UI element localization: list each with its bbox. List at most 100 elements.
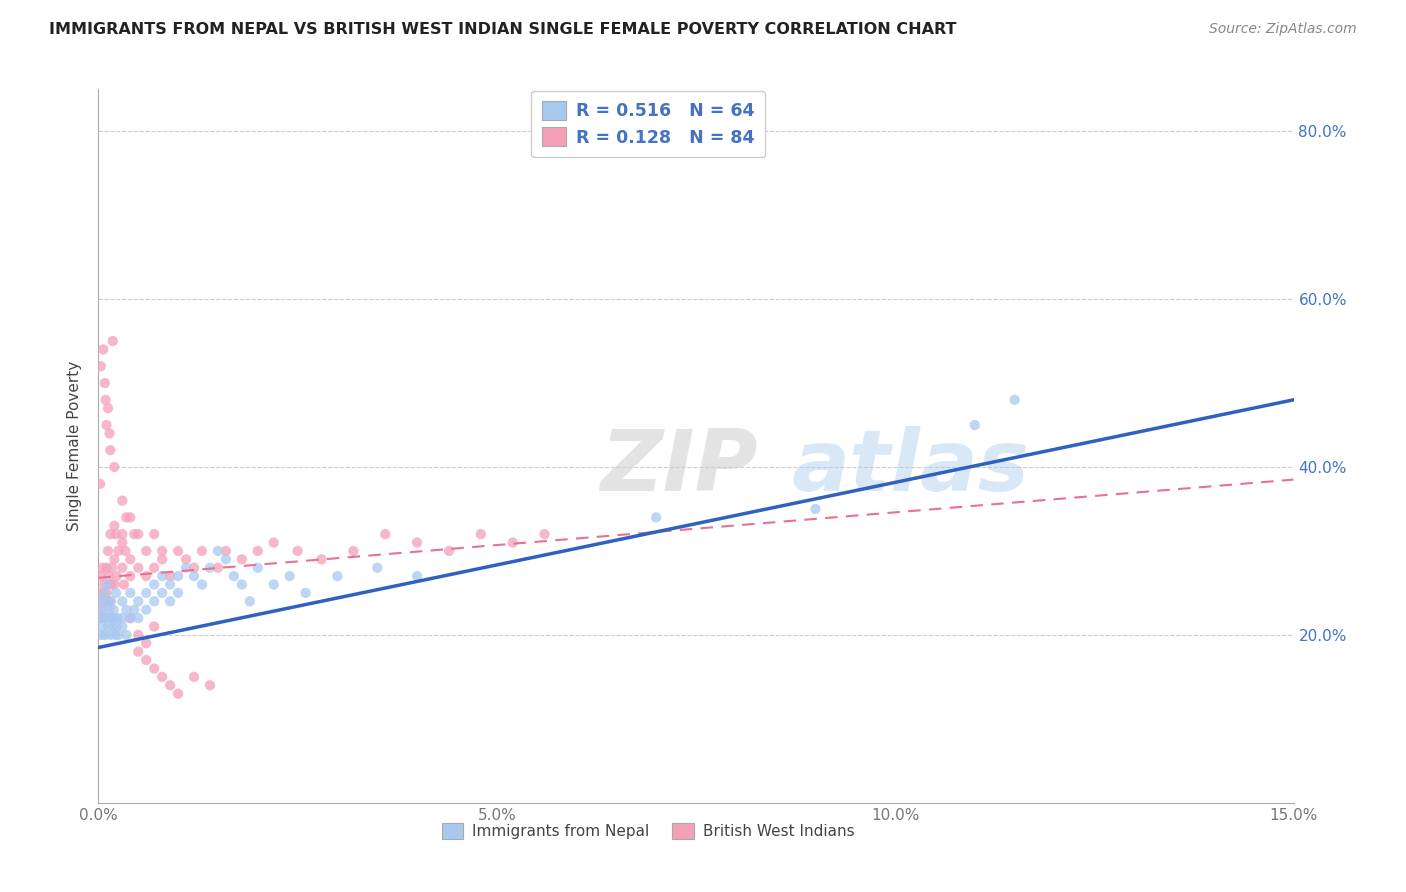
Point	[96, 560, 118, 574]
Point	[135, 653, 157, 667]
Point	[107, 544, 129, 558]
Point	[159, 594, 181, 608]
Point	[167, 586, 190, 600]
Point	[107, 628, 129, 642]
Point	[101, 611, 124, 625]
Point	[183, 560, 205, 574]
Point	[246, 560, 269, 574]
Point	[342, 544, 364, 558]
Point	[97, 401, 120, 416]
Point	[103, 518, 125, 533]
Point	[470, 527, 492, 541]
Point	[406, 535, 429, 549]
Point	[215, 544, 238, 558]
Point	[120, 552, 142, 566]
Point	[645, 510, 668, 524]
Point	[105, 619, 128, 633]
Point	[103, 552, 125, 566]
Point	[112, 577, 135, 591]
Point	[127, 628, 149, 642]
Point	[89, 603, 111, 617]
Point	[98, 594, 121, 608]
Point	[111, 611, 134, 625]
Point	[294, 586, 316, 600]
Point	[278, 569, 301, 583]
Point	[111, 527, 134, 541]
Point	[104, 586, 127, 600]
Point	[174, 552, 197, 566]
Point	[103, 577, 125, 591]
Point	[94, 628, 117, 642]
Point	[91, 343, 114, 357]
Point	[104, 527, 127, 541]
Point	[120, 611, 142, 625]
Point	[159, 678, 181, 692]
Point	[91, 594, 114, 608]
Point	[143, 594, 166, 608]
Point	[127, 611, 149, 625]
Point	[231, 577, 253, 591]
Point	[96, 594, 118, 608]
Point	[111, 594, 134, 608]
Point	[94, 392, 117, 407]
Point	[96, 586, 118, 600]
Point	[143, 577, 166, 591]
Point	[100, 594, 122, 608]
Point	[97, 569, 120, 583]
Point	[135, 569, 157, 583]
Point	[91, 619, 114, 633]
Point	[804, 502, 827, 516]
Point	[150, 586, 173, 600]
Point	[183, 670, 205, 684]
Point	[127, 645, 149, 659]
Point	[103, 603, 125, 617]
Point	[533, 527, 555, 541]
Point	[135, 544, 157, 558]
Point	[93, 577, 115, 591]
Y-axis label: Single Female Poverty: Single Female Poverty	[67, 361, 83, 531]
Point	[406, 569, 429, 583]
Point	[198, 560, 221, 574]
Point	[100, 577, 122, 591]
Point	[103, 460, 125, 475]
Point	[115, 510, 138, 524]
Point	[97, 603, 120, 617]
Point	[127, 527, 149, 541]
Point	[98, 611, 121, 625]
Point	[93, 586, 115, 600]
Point	[174, 560, 197, 574]
Point	[89, 586, 111, 600]
Point	[159, 569, 181, 583]
Point	[91, 560, 114, 574]
Point	[127, 560, 149, 574]
Point	[287, 544, 309, 558]
Point	[111, 619, 134, 633]
Point	[127, 594, 149, 608]
Point	[120, 569, 142, 583]
Point	[150, 670, 173, 684]
Point	[98, 527, 122, 541]
Point	[115, 628, 138, 642]
Point	[101, 611, 124, 625]
Point	[98, 426, 121, 441]
Point	[90, 611, 112, 625]
Point	[198, 678, 221, 692]
Point	[98, 443, 122, 458]
Point	[124, 603, 146, 617]
Point	[207, 544, 229, 558]
Point	[263, 535, 285, 549]
Text: IMMIGRANTS FROM NEPAL VS BRITISH WEST INDIAN SINGLE FEMALE POVERTY CORRELATION C: IMMIGRANTS FROM NEPAL VS BRITISH WEST IN…	[49, 22, 956, 37]
Point	[90, 594, 112, 608]
Point	[90, 628, 112, 642]
Point	[115, 603, 138, 617]
Point	[239, 594, 262, 608]
Point	[191, 544, 214, 558]
Point	[150, 569, 173, 583]
Point	[502, 535, 524, 549]
Point	[374, 527, 396, 541]
Text: Source: ZipAtlas.com: Source: ZipAtlas.com	[1209, 22, 1357, 37]
Point	[143, 661, 166, 675]
Point	[135, 603, 157, 617]
Point	[90, 359, 112, 374]
Point	[89, 476, 111, 491]
